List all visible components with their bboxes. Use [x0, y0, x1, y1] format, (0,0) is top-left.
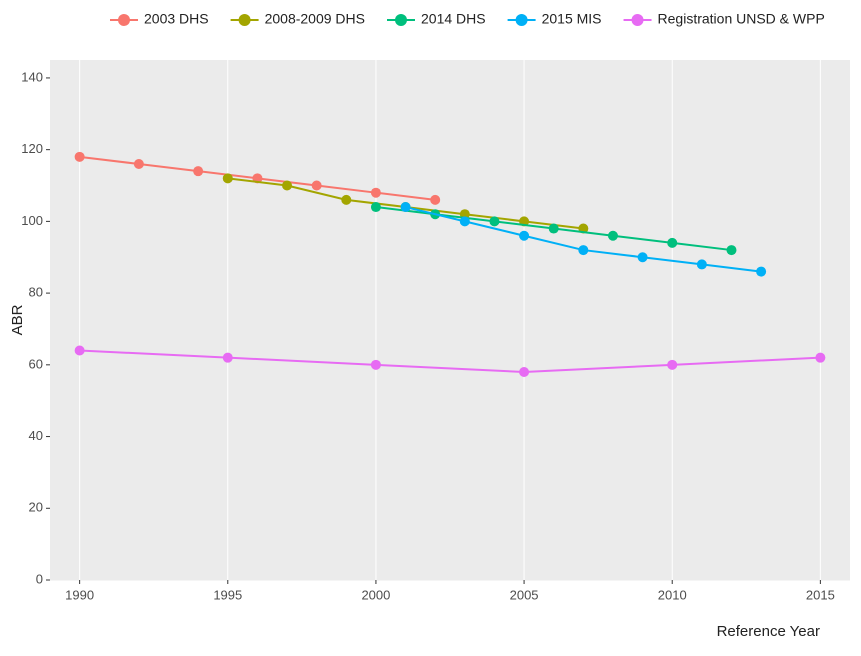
- y-tick-label: 0: [36, 571, 43, 586]
- legend-label: 2003 DHS: [144, 11, 209, 27]
- legend-label: 2014 DHS: [421, 11, 486, 27]
- series-line: [79, 349, 821, 374]
- data-point: [341, 194, 352, 205]
- y-tick-label: 80: [29, 285, 43, 300]
- x-tick-label: 1990: [65, 587, 94, 602]
- y-tick-label: 120: [21, 141, 43, 156]
- legend-key: [118, 14, 130, 26]
- legend-key: [515, 14, 528, 26]
- data-point: [459, 216, 470, 227]
- data-point: [193, 166, 204, 177]
- data-point: [400, 202, 411, 213]
- data-point: [578, 245, 589, 256]
- y-axis-title: ABR: [9, 304, 26, 335]
- x-tick-label: 2015: [806, 587, 835, 602]
- data-point: [370, 359, 381, 370]
- data-point: [370, 187, 381, 198]
- data-point: [74, 151, 85, 162]
- data-point: [222, 173, 233, 184]
- data-point: [519, 367, 530, 377]
- y-tick-label: 100: [21, 213, 43, 228]
- data-point: [637, 252, 648, 263]
- data-point: [519, 230, 530, 241]
- x-tick-label: 1995: [213, 587, 242, 602]
- y-tick-label: 140: [21, 69, 43, 84]
- data-point: [74, 345, 85, 356]
- x-tick-label: 2010: [658, 587, 687, 602]
- data-point: [311, 180, 322, 191]
- data-point: [133, 159, 144, 169]
- data-point: [815, 352, 826, 363]
- data-point: [370, 202, 381, 213]
- data-point: [667, 359, 678, 370]
- data-point: [696, 259, 707, 270]
- panel-background: [50, 60, 850, 580]
- data-point: [430, 194, 441, 205]
- x-tick-label: 2000: [361, 587, 390, 602]
- data-point: [726, 245, 737, 256]
- y-tick-label: 20: [29, 500, 43, 515]
- data-point: [282, 180, 293, 191]
- data-point: [548, 223, 559, 234]
- y-tick-label: 40: [29, 428, 43, 443]
- legend-label: 2008-2009 DHS: [265, 11, 365, 27]
- legend-key: [395, 14, 407, 26]
- x-tick-label: 2005: [510, 587, 539, 602]
- legend-key: [631, 14, 644, 26]
- data-point: [489, 216, 500, 227]
- data-point: [222, 352, 233, 363]
- x-axis-title: Reference Year: [717, 623, 820, 640]
- data-point: [607, 230, 618, 241]
- data-point: [667, 237, 678, 248]
- legend-label: 2015 MIS: [542, 11, 602, 27]
- legend-key: [238, 14, 251, 26]
- data-point: [756, 266, 767, 277]
- legend-label: Registration UNSD & WPP: [658, 11, 825, 27]
- y-tick-label: 60: [29, 356, 43, 371]
